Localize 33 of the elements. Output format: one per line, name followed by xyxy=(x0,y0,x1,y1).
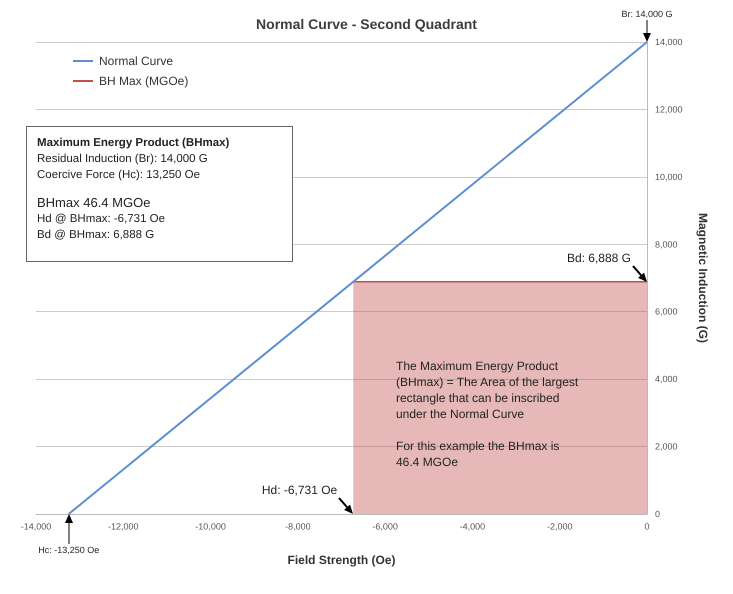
annotation: Residual Induction (Br): 14,000 G xyxy=(37,152,209,167)
annotation: Hd: -6,731 Oe xyxy=(260,482,338,498)
y-tick-label: 4,000 xyxy=(655,374,678,384)
annotation: Bd @ BHmax: 6,888 G xyxy=(37,228,156,243)
annotation: For this example the BHmax is 46.4 MGOe xyxy=(396,438,560,470)
legend-label: BH Max (MGOe) xyxy=(99,74,188,88)
y-tick-label: 6,000 xyxy=(655,306,678,317)
x-tick-label: 0 xyxy=(644,522,650,532)
x-axis-title: Field Strength (Oe) xyxy=(288,553,396,567)
x-tick-label: -14,000 xyxy=(20,522,52,532)
annotation: The Maximum Energy Product (BHmax) = The Area of the largest rectangle that can be inscribed under the Normal Curve xyxy=(396,358,580,422)
y-tick-label: 0 xyxy=(655,509,660,519)
annotation: Br: 14,000 G xyxy=(620,8,674,20)
annotation: BHmax 46.4 MGOe xyxy=(37,195,152,211)
x-tick-label: -6,000 xyxy=(372,522,398,532)
y-axis-title: Magnetic Induction (G) xyxy=(696,213,710,343)
chart-title: Normal Curve - Second Quadrant xyxy=(256,16,478,32)
annotation: Hd @ BHmax: -6,731 Oe xyxy=(37,212,166,227)
x-tick-label: -8,000 xyxy=(285,522,311,532)
annotation: Maximum Energy Product (BHmax) xyxy=(37,136,230,151)
x-tick-label: -4,000 xyxy=(460,522,486,532)
y-tick-label: 12,000 xyxy=(655,104,683,114)
x-tick-label: -10,000 xyxy=(195,522,226,532)
y-tick-label: 2,000 xyxy=(655,442,678,452)
y-tick-label: 8,000 xyxy=(655,239,678,250)
y-tick-label: 14,000 xyxy=(655,37,683,47)
annotation: Coercive Force (Hc): 13,250 Oe xyxy=(37,168,201,183)
y-tick-label: 10,000 xyxy=(655,172,683,182)
x-tick-label: -2,000 xyxy=(546,522,572,532)
annotation: Hc: -13,250 Oe xyxy=(37,544,100,556)
legend-label: Normal Curve xyxy=(99,54,174,68)
annotation: Bd: 6,888 G xyxy=(566,250,632,266)
x-tick-label: -12,000 xyxy=(108,522,139,532)
